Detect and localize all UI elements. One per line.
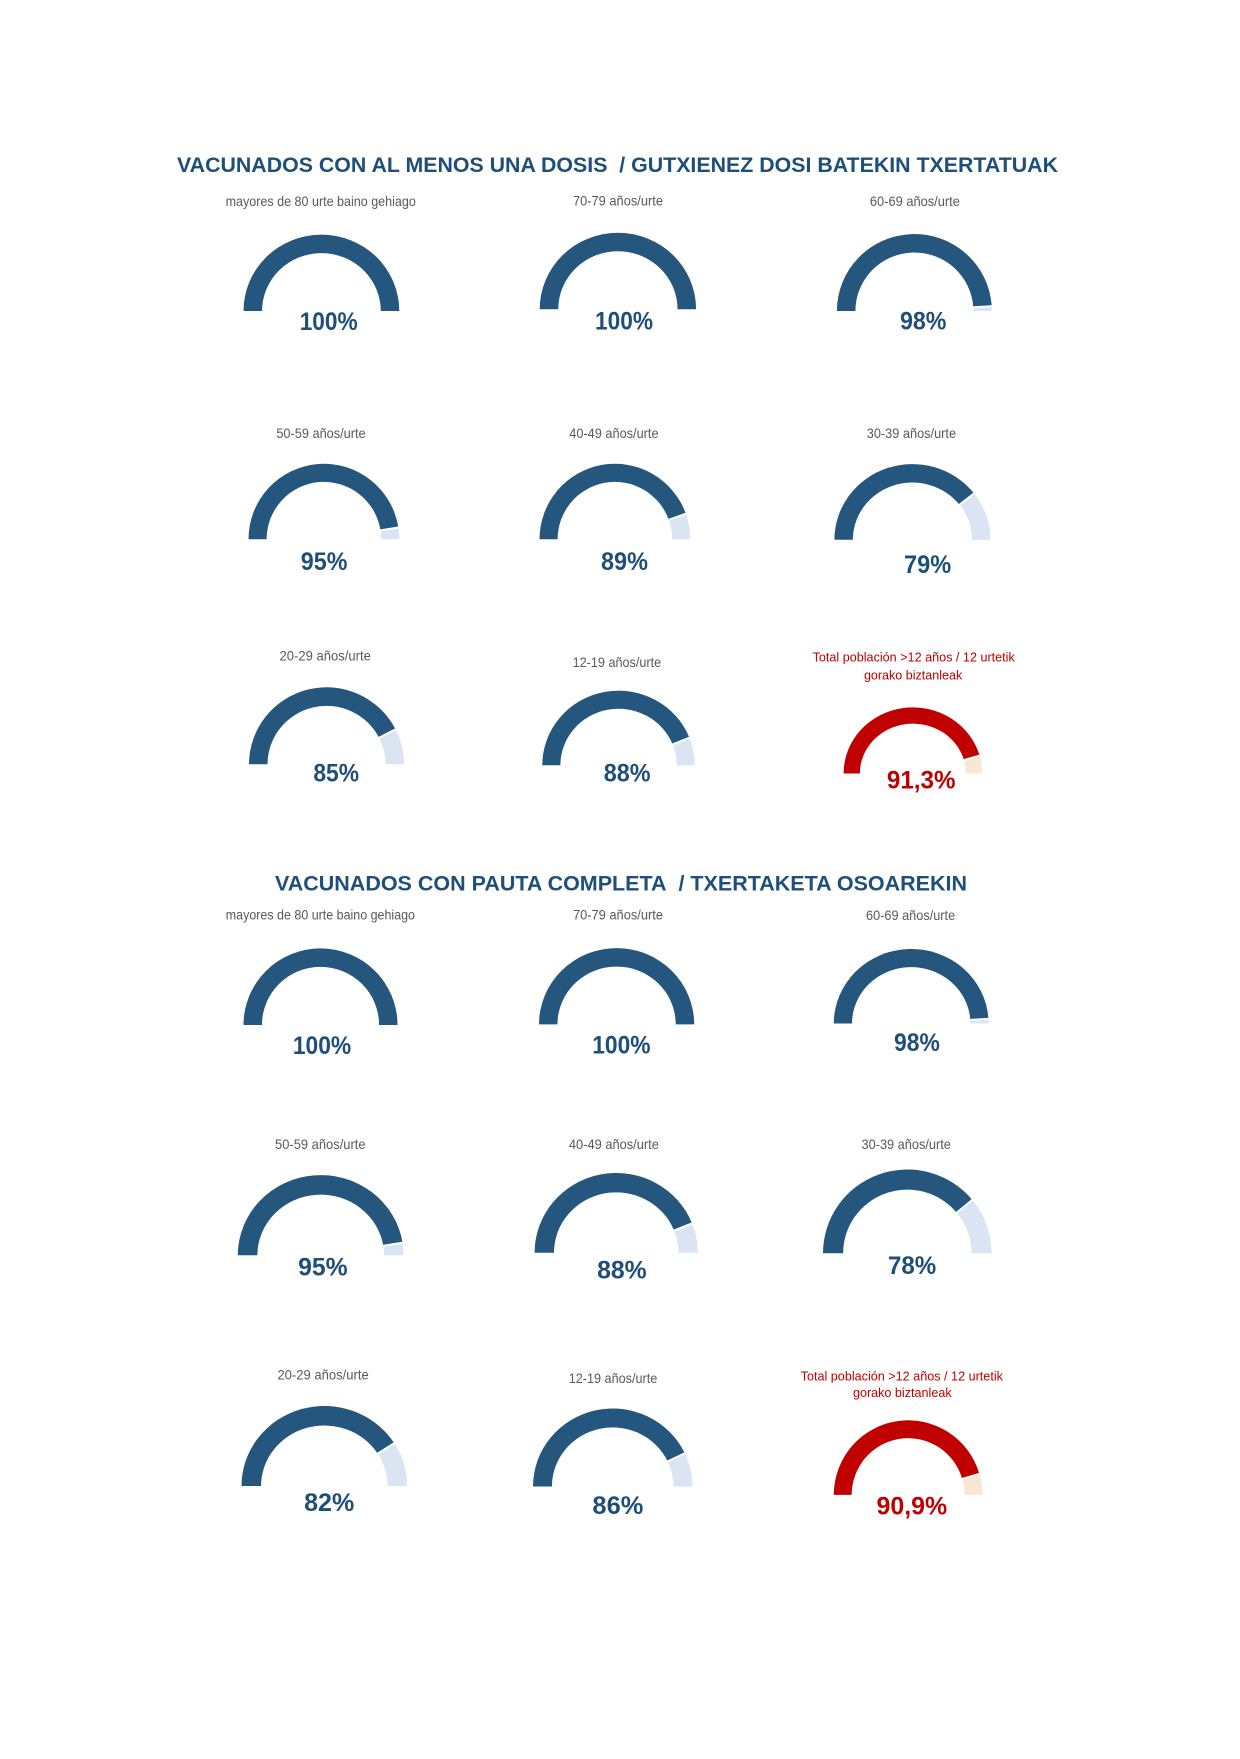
svg-text:gorako biztanleak: gorako biztanleak xyxy=(864,667,963,682)
svg-text:20-29 años/urte: 20-29 años/urte xyxy=(280,648,371,664)
svg-text:30-39 años/urte: 30-39 años/urte xyxy=(862,1136,952,1152)
svg-text:30-39 años/urte: 30-39 años/urte xyxy=(867,425,956,441)
svg-text:12-19 años/urte: 12-19 años/urte xyxy=(569,1370,658,1386)
svg-text:89%: 89% xyxy=(601,548,648,576)
svg-text:91,3%: 91,3% xyxy=(887,767,956,795)
svg-text:VACUNADOS CON PAUTA COMPLETA: VACUNADOS CON PAUTA COMPLETA / TXERTAKET… xyxy=(275,872,967,896)
svg-text:100%: 100% xyxy=(300,308,358,336)
svg-text:Total población >12 años / 12: Total población >12 años / 12 urtetik xyxy=(813,650,1016,665)
svg-text:mayores de 80 urte baino gehia: mayores de 80 urte baino gehiago xyxy=(226,193,416,209)
svg-text:60-69 años/urte: 60-69 años/urte xyxy=(870,193,960,209)
svg-text:60-69 años/urte: 60-69 años/urte xyxy=(866,907,955,923)
svg-text:50-59 años/urte: 50-59 años/urte xyxy=(275,1136,366,1152)
svg-text:100%: 100% xyxy=(293,1032,351,1060)
svg-text:88%: 88% xyxy=(597,1257,647,1285)
svg-text:Total población >12 años / 12: Total población >12 años / 12 urtetik xyxy=(801,1368,1004,1383)
svg-text:70-79 años/urte: 70-79 años/urte xyxy=(573,907,663,923)
svg-text:95%: 95% xyxy=(301,548,348,576)
svg-text:VACUNADOS CON AL MENOS UNA DOS: VACUNADOS CON AL MENOS UNA DOSIS / GUTXI… xyxy=(177,153,1058,177)
svg-text:40-49 años/urte: 40-49 años/urte xyxy=(569,1136,659,1152)
svg-text:mayores de 80 urte baino gehia: mayores de 80 urte baino gehiago xyxy=(226,907,415,923)
svg-text:88%: 88% xyxy=(604,759,651,787)
svg-text:79%: 79% xyxy=(904,551,951,579)
svg-text:12-19 años/urte: 12-19 años/urte xyxy=(573,654,662,670)
svg-text:85%: 85% xyxy=(313,760,359,788)
svg-text:70-79 años/urte: 70-79 años/urte xyxy=(573,192,663,208)
svg-text:100%: 100% xyxy=(592,1031,650,1059)
svg-text:gorako biztanleak: gorako biztanleak xyxy=(853,1385,952,1400)
svg-text:40-49 años/urte: 40-49 años/urte xyxy=(569,425,658,441)
svg-text:78%: 78% xyxy=(888,1252,936,1280)
svg-text:50-59 años/urte: 50-59 años/urte xyxy=(276,425,365,441)
svg-text:86%: 86% xyxy=(592,1492,643,1520)
svg-text:90,9%: 90,9% xyxy=(877,1493,948,1521)
svg-text:100%: 100% xyxy=(595,308,653,336)
svg-text:98%: 98% xyxy=(894,1029,940,1057)
svg-text:20-29 años/urte: 20-29 años/urte xyxy=(277,1367,368,1383)
svg-text:98%: 98% xyxy=(900,308,947,336)
svg-text:95%: 95% xyxy=(298,1253,348,1281)
svg-text:82%: 82% xyxy=(304,1489,354,1517)
